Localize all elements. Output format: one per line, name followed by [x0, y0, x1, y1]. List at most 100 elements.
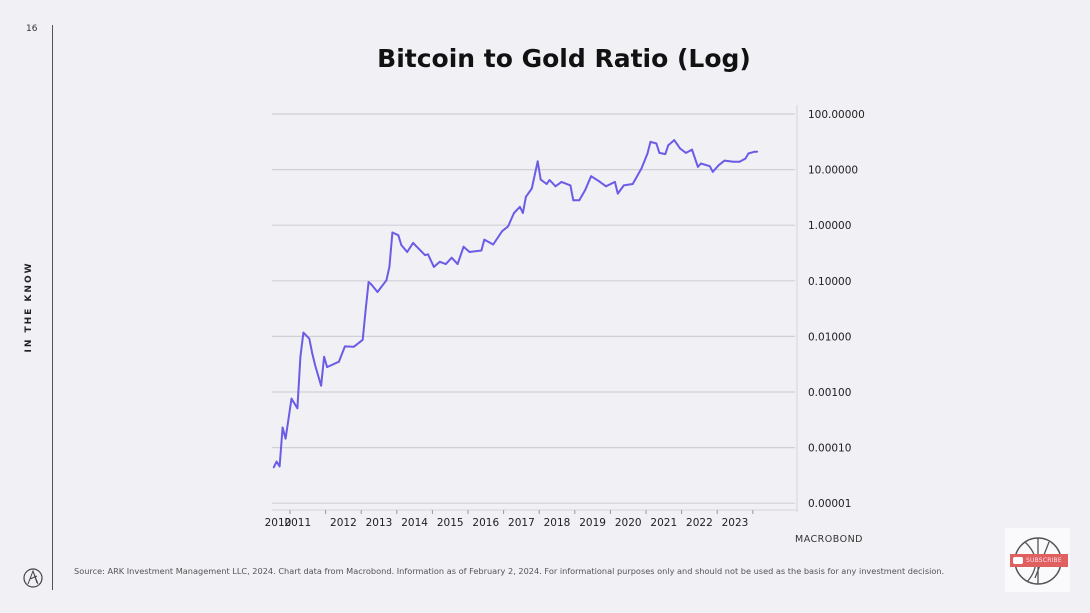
data-point [338, 360, 340, 363]
data-point [584, 189, 587, 191]
subscribe-label: SUBSCRIBE [1026, 557, 1062, 564]
data-point [468, 251, 471, 253]
x-tick-label: 2010 [265, 517, 292, 529]
y-tick-label: 0.00001 [808, 498, 851, 510]
data-point [438, 260, 441, 263]
data-point [667, 144, 670, 147]
data-point [400, 244, 403, 246]
data-point [756, 150, 759, 153]
data-point [545, 183, 548, 185]
data-point [646, 152, 649, 155]
data-point [320, 384, 323, 387]
data-point [450, 256, 453, 259]
data-point [572, 199, 575, 202]
data-point [299, 355, 302, 358]
y-tick-label: 0.00100 [808, 387, 851, 399]
data-point [560, 181, 563, 183]
y-tick-label: 0.00010 [808, 443, 851, 455]
ark-logo-icon [23, 568, 43, 588]
x-tick-label: 2017 [508, 517, 535, 529]
data-point [747, 152, 750, 155]
data-point [605, 185, 607, 188]
data-point [296, 407, 299, 410]
macrobond-logo: MACROBOND [795, 534, 863, 545]
data-point [723, 159, 726, 162]
data-point [753, 150, 756, 153]
y-tick-label: 10.00000 [808, 165, 858, 177]
x-tick-label: 2011 [284, 517, 311, 529]
data-point [613, 181, 616, 183]
page-number: 16 [26, 24, 38, 34]
data-point [427, 253, 429, 256]
data-point [370, 283, 373, 286]
data-point [385, 279, 388, 282]
data-point [622, 184, 625, 187]
y-tick-label: 0.10000 [808, 276, 851, 288]
x-tick-label: 2015 [437, 517, 464, 529]
data-point [640, 167, 643, 170]
data-point [738, 160, 741, 163]
data-point [679, 147, 682, 150]
data-point [524, 195, 527, 198]
data-point [631, 183, 634, 185]
x-tick-label: 2021 [650, 517, 677, 529]
source-note: Source: ARK Investment Management LLC, 2… [74, 566, 945, 576]
x-tick-label: 2022 [686, 517, 713, 529]
x-tick-label: 2016 [472, 517, 499, 529]
subscribe-button[interactable]: SUBSCRIBE [1010, 554, 1068, 567]
data-point [483, 238, 486, 241]
data-point [326, 366, 328, 369]
data-point [406, 251, 409, 253]
data-point [599, 181, 601, 183]
data-point [708, 165, 711, 168]
youtube-icon [1013, 557, 1023, 564]
data-point [649, 140, 652, 143]
data-point [314, 364, 317, 367]
data-point [397, 234, 400, 237]
data-point [717, 164, 720, 167]
data-point [691, 148, 693, 151]
data-point [361, 338, 364, 341]
data-point [480, 249, 483, 252]
data-point [711, 170, 714, 173]
data-point [284, 437, 287, 440]
x-tick-label: 2012 [330, 517, 357, 529]
data-point [501, 230, 504, 233]
data-point [492, 243, 495, 246]
data-point [569, 184, 572, 187]
data-point [275, 460, 278, 463]
data-point [521, 212, 524, 214]
data-point [664, 153, 667, 156]
data-point [415, 245, 417, 248]
data-point [548, 179, 551, 181]
x-tick-label: 2018 [544, 517, 571, 529]
data-point [376, 291, 379, 293]
data-point [364, 309, 367, 312]
data-point [685, 151, 687, 154]
data-point [352, 345, 355, 348]
data-point [281, 426, 284, 429]
y-tick-label: 1.00000 [808, 220, 851, 232]
data-point [658, 151, 661, 154]
data-point [507, 225, 509, 228]
subscribe-widget[interactable]: SUBSCRIBE [1005, 528, 1070, 592]
macrobond-text: MACROBOND [795, 534, 863, 545]
data-point [444, 263, 447, 265]
data-point [391, 231, 394, 234]
data-point [412, 242, 415, 244]
x-tick-label: 2020 [615, 517, 642, 529]
data-point [673, 139, 676, 142]
data-point [311, 352, 314, 355]
data-point [456, 263, 459, 265]
y-tick-label: 0.01000 [808, 331, 851, 343]
data-point [513, 212, 515, 214]
data-point [539, 178, 542, 181]
data-point [323, 355, 326, 358]
data-point [744, 157, 747, 160]
data-point [519, 205, 521, 208]
data-point [432, 265, 435, 268]
data-point [290, 397, 293, 400]
data-point [278, 465, 281, 468]
y-tick-label: 100.00000 [808, 109, 865, 121]
